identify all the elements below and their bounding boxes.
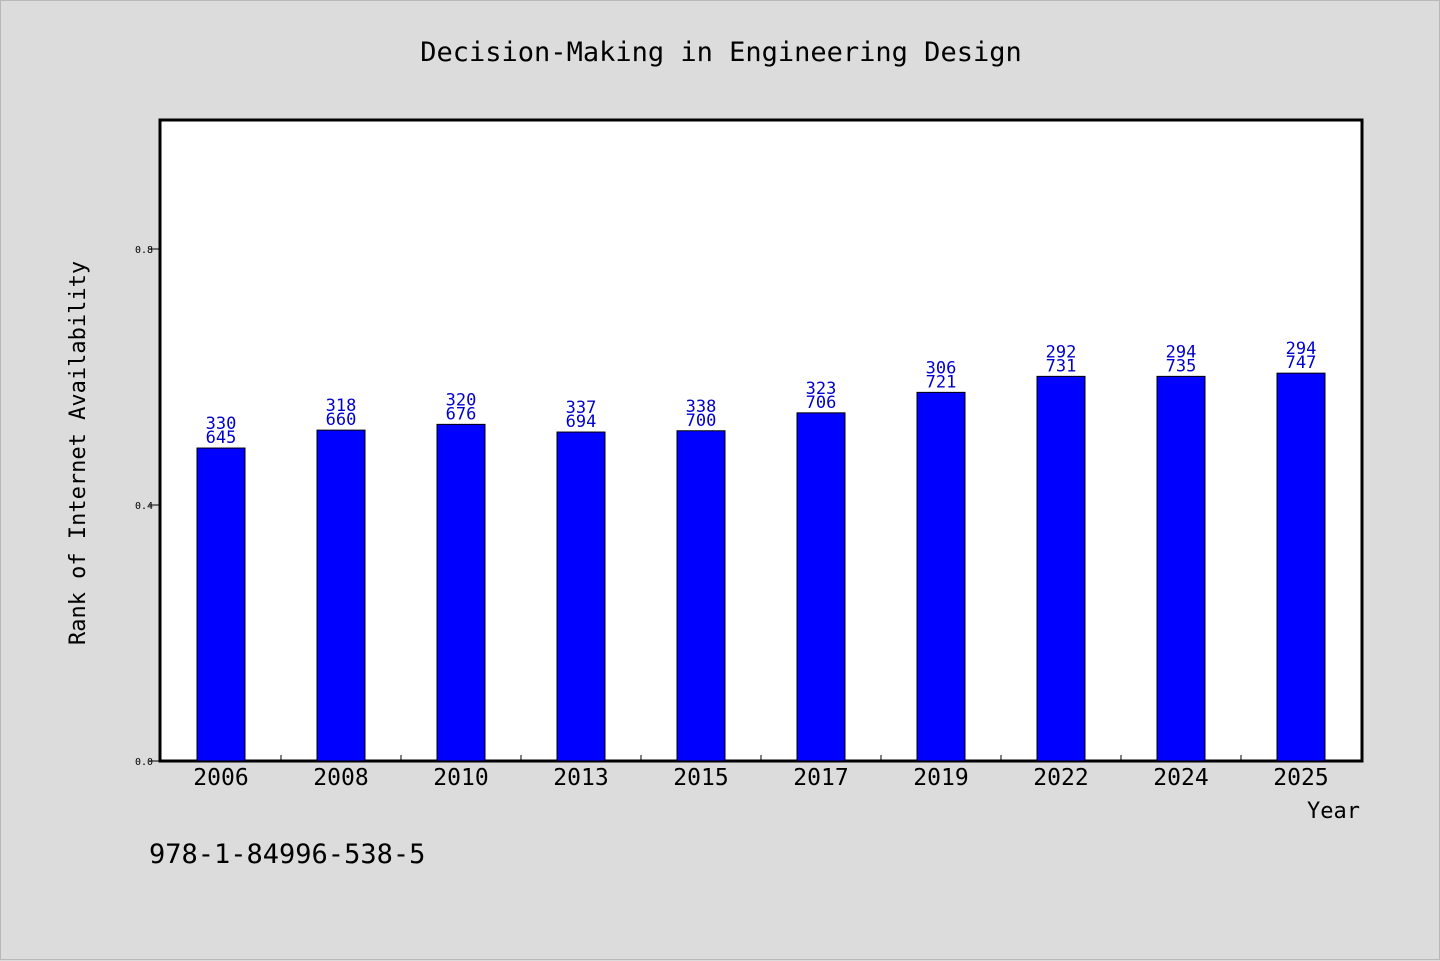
bar (916, 391, 966, 762)
data-label-bottom: 721 (926, 372, 957, 392)
data-label-top: 318 (326, 396, 357, 416)
x-tick-label: 2019 (913, 765, 968, 791)
x-tick-label: 2025 (1273, 765, 1328, 791)
data-label-top: 338 (686, 397, 717, 417)
x-tick-label: 2022 (1033, 765, 1088, 791)
x-tick-label: 2006 (193, 765, 248, 791)
y-axis: 0.0 0.4 0.8 (135, 245, 161, 768)
bar (1276, 372, 1326, 762)
chart-title: Decision-Making in Engineering Design (420, 37, 1021, 68)
bar (676, 430, 726, 762)
x-tick-label: 2013 (553, 765, 608, 791)
data-label-bottom: 645 (206, 428, 237, 448)
data-label-bottom: 735 (1166, 356, 1197, 376)
x-tick-label: 2024 (1153, 765, 1208, 791)
isbn-footnote: 978-1-84996-538-5 (149, 839, 425, 870)
bar (316, 429, 366, 762)
bar (796, 412, 846, 762)
data-label-top: 330 (206, 414, 237, 434)
x-tick-label: 2008 (313, 765, 368, 791)
bar (556, 431, 606, 762)
data-label-bottom: 706 (806, 393, 837, 413)
bar (1156, 375, 1206, 762)
x-axis-label: Year (1307, 799, 1360, 824)
data-label-bottom: 700 (686, 411, 717, 431)
y-tick-label: 0.0 (135, 757, 153, 768)
bar (1036, 375, 1086, 762)
data-label-top: 292 (1046, 342, 1077, 362)
y-tick-label: 0.4 (135, 501, 153, 512)
data-label-bottom: 694 (566, 412, 597, 432)
bar (196, 447, 246, 762)
data-label-top: 294 (1166, 342, 1197, 362)
x-tick-label: 2015 (673, 765, 728, 791)
y-tick-label: 0.8 (135, 245, 153, 256)
bar (436, 423, 486, 762)
data-label-top: 306 (926, 358, 957, 378)
y-axis-label: Rank of Internet Availability (66, 261, 91, 645)
data-label-bottom: 731 (1046, 356, 1077, 376)
data-label-top: 320 (446, 390, 477, 410)
data-label-top: 323 (806, 379, 837, 399)
x-tick-label: 2017 (793, 765, 848, 791)
x-tick-label: 2010 (433, 765, 488, 791)
data-label-bottom: 747 (1286, 353, 1317, 373)
data-label-top: 337 (566, 398, 597, 418)
x-axis: 2006 2008 2010 2013 2015 2017 2019 2022 2024 2025 (193, 755, 1329, 791)
data-label-bottom: 676 (446, 404, 477, 424)
data-label-top: 294 (1286, 339, 1317, 359)
data-label-bottom: 660 (326, 410, 357, 430)
bars (196, 372, 1326, 762)
